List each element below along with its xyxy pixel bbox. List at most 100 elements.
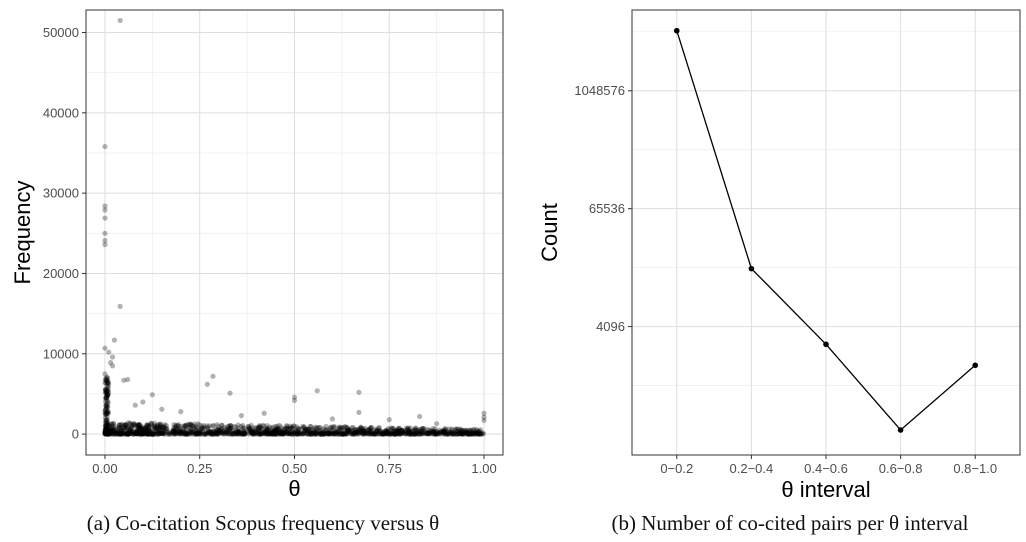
scatter-point — [103, 417, 110, 423]
scatter-point — [413, 425, 419, 431]
scatter-point — [402, 431, 409, 437]
scatter-point — [221, 431, 227, 437]
scatter-point — [103, 403, 109, 409]
scatter-point — [363, 430, 369, 436]
scatter-point — [110, 423, 116, 429]
scatter-point — [118, 430, 124, 436]
scatter-point — [449, 427, 455, 433]
scatter-point — [176, 431, 182, 437]
scatter-point — [187, 422, 193, 428]
scatter-point — [159, 430, 165, 437]
scatter-point — [398, 431, 404, 437]
scatter-point — [248, 429, 254, 435]
scatter-point — [373, 431, 379, 437]
scatter-point — [476, 429, 482, 435]
scatter-point — [374, 427, 381, 433]
scatter-point — [268, 430, 274, 437]
scatter-point — [256, 431, 263, 437]
scatter-point — [117, 17, 123, 24]
scatter-point — [449, 429, 455, 435]
scatter-point — [287, 429, 293, 435]
scatter-point — [479, 431, 485, 437]
scatter-point — [259, 431, 265, 437]
scatter-point — [165, 431, 172, 437]
scatter-point — [177, 429, 184, 436]
scatter-point — [353, 426, 359, 433]
scatter-point — [433, 428, 439, 434]
scatter-point — [329, 430, 335, 437]
scatter-point — [104, 431, 111, 437]
scatter-point — [120, 422, 126, 428]
scatter-point — [432, 431, 438, 437]
scatter-point — [206, 429, 212, 435]
scatter-point — [201, 431, 207, 437]
scatter-point — [155, 431, 161, 437]
scatter-point — [215, 429, 221, 436]
scatter-point — [177, 429, 184, 436]
scatter-point — [103, 412, 109, 418]
scatter-point — [148, 427, 154, 434]
scatter-point — [129, 429, 135, 436]
scatter-point — [271, 429, 278, 435]
scatter-point — [122, 422, 128, 429]
scatter-point — [481, 417, 487, 424]
scatter-point — [310, 431, 316, 437]
scatter-point — [398, 427, 404, 434]
scatter-point — [383, 430, 389, 436]
scatter-point — [215, 426, 221, 432]
scatter-point — [284, 422, 290, 429]
scatter-point — [416, 426, 423, 433]
scatter-point — [188, 428, 194, 434]
scatter-point — [241, 431, 247, 437]
scatter-point — [172, 429, 178, 435]
scatter-point — [178, 428, 184, 435]
scatter-point — [287, 425, 294, 432]
scatter-point — [313, 431, 319, 437]
scatter-point — [151, 431, 157, 437]
scatter-point — [396, 425, 402, 432]
scatter-point — [291, 423, 298, 429]
scatter-point — [397, 430, 403, 436]
line-x-axis-title: θ interval — [781, 477, 870, 502]
scatter-point — [120, 427, 127, 434]
scatter-point — [103, 424, 109, 431]
scatter-point — [233, 430, 239, 437]
scatter-point — [281, 427, 287, 433]
scatter-point — [140, 431, 147, 437]
scatter-point — [281, 431, 287, 437]
scatter-point — [336, 425, 342, 432]
scatter-point — [105, 410, 112, 416]
scatter-point — [136, 430, 142, 436]
scatter-point — [416, 428, 422, 434]
scatter-point — [372, 431, 378, 437]
scatter-point — [125, 430, 131, 436]
scatter-point — [223, 430, 229, 436]
scatter-point — [263, 429, 269, 435]
scatter-point — [186, 431, 192, 437]
scatter-point — [339, 431, 345, 437]
scatter-point — [274, 423, 280, 429]
scatter-point — [335, 429, 341, 435]
scatter-point — [153, 424, 159, 430]
scatter-point — [463, 430, 469, 436]
scatter-point — [182, 428, 188, 434]
scatter-point — [106, 431, 112, 437]
scatter-point — [227, 423, 233, 429]
scatter-point — [103, 390, 109, 396]
scatter-point — [414, 431, 420, 437]
scatter-x-tick-label: 0.25 — [187, 461, 212, 476]
scatter-point — [227, 422, 234, 429]
scatter-point — [396, 427, 402, 434]
scatter-point — [222, 431, 228, 437]
scatter-point — [129, 430, 135, 436]
scatter-point — [230, 431, 236, 437]
scatter-point — [412, 427, 418, 433]
scatter-point — [339, 431, 345, 437]
scatter-point — [464, 427, 470, 433]
scatter-point — [288, 424, 295, 430]
scatter-point — [419, 431, 426, 437]
scatter-point — [187, 421, 193, 428]
scatter-point — [470, 429, 476, 435]
scatter-point — [454, 429, 461, 435]
count-point — [897, 427, 904, 433]
